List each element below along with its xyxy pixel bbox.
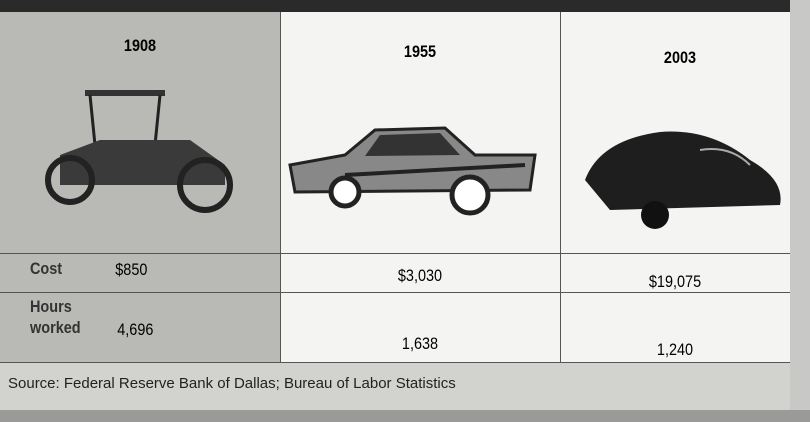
column-rule [280, 12, 281, 362]
column-header: 1908 [106, 36, 174, 56]
car-1955-image [285, 120, 545, 220]
row-rule [0, 292, 790, 293]
column-header: 1955 [386, 42, 454, 62]
row-label: Hours worked [30, 296, 81, 338]
car-1908-image [40, 85, 240, 220]
row-rule [0, 362, 790, 363]
cell-value: 1,638 [378, 334, 463, 354]
column-rule [560, 12, 561, 362]
cell-value: $19,075 [633, 272, 718, 292]
page: 1908 1955 2003 Cost $850 $3,030 $19,075 … [0, 0, 810, 422]
source-note: Source: Federal Reserve Bank of Dallas; … [8, 375, 456, 392]
page-edge [0, 410, 810, 422]
row-rule [0, 253, 790, 254]
cell-value: 4,696 [117, 320, 177, 340]
car-2003-image [580, 120, 790, 235]
cell-value: $3,030 [378, 266, 463, 286]
cell-value: $850 [115, 260, 175, 280]
row-label: Cost [30, 258, 98, 279]
top-band [0, 0, 810, 12]
cell-value: 1,240 [633, 340, 718, 360]
page-edge [790, 0, 810, 422]
column-header: 2003 [646, 48, 714, 68]
